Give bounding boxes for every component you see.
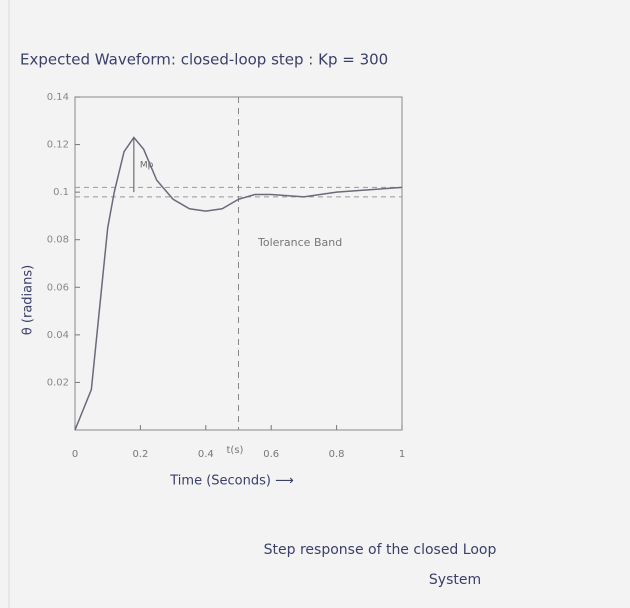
- tolerance-label: Tolerance Band: [257, 236, 342, 249]
- x-tick-label: 1: [399, 449, 405, 460]
- y-tick-label: 0.04: [47, 330, 69, 341]
- y-axis-label: θ (radians): [21, 265, 36, 335]
- x-tick-label: 0.6: [263, 449, 279, 460]
- y-tick-label: 0.1: [53, 187, 69, 198]
- y-tick-label: 0.06: [47, 282, 69, 293]
- overshoot-label: Mp: [140, 160, 154, 170]
- caption: System: [429, 572, 481, 588]
- x-axis-label: Time (Seconds) ⟶: [169, 474, 293, 489]
- y-tick-label: 0.08: [47, 235, 69, 246]
- x-tick-label: 0.4: [198, 449, 214, 460]
- y-tick-label: 0.02: [47, 377, 69, 388]
- y-tick-label: 0.12: [47, 140, 69, 151]
- x-tick-label: 0.2: [132, 449, 148, 460]
- y-tick-label: 0.14: [47, 92, 69, 103]
- x-tick-label: 0: [72, 449, 78, 460]
- line: [74, 136, 403, 431]
- x-tick-label: 0.8: [329, 449, 345, 460]
- caption: Step response of the closed Loop: [264, 542, 497, 558]
- settling-label: t(s): [227, 445, 244, 456]
- chart-title: Expected Waveform: closed-loop step : Kp…: [20, 51, 388, 69]
